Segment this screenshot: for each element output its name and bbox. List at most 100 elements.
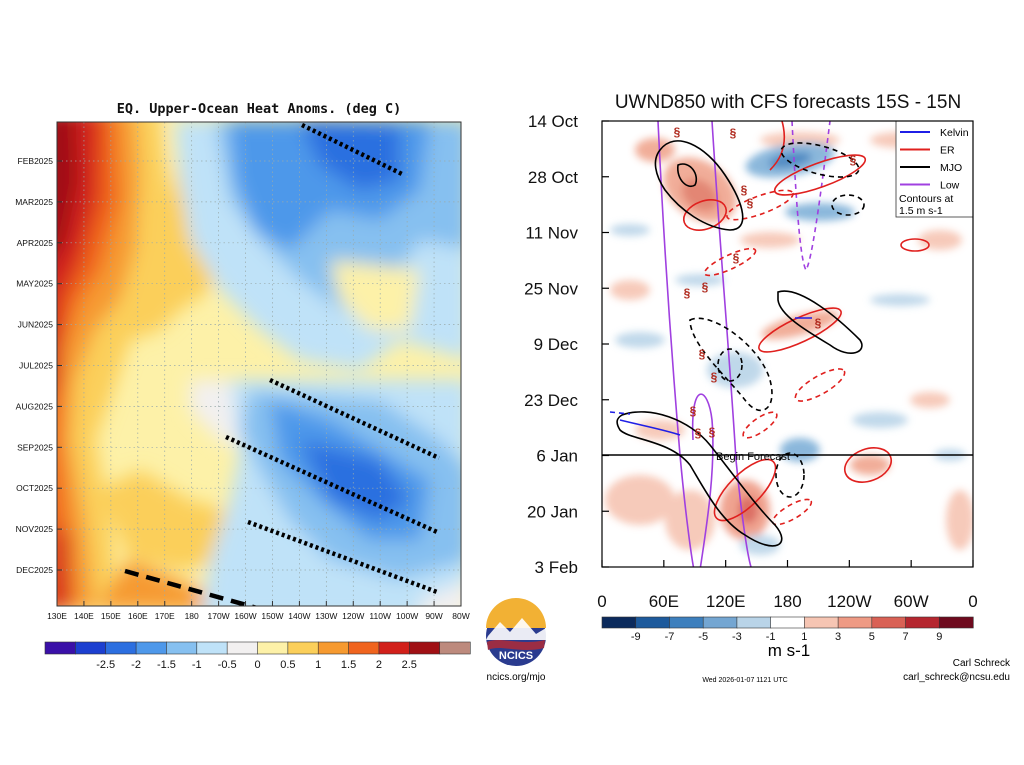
left-y-tick-label: JUN2025 bbox=[18, 320, 54, 330]
er-dashed-contour bbox=[703, 247, 757, 277]
er-contour bbox=[758, 307, 842, 353]
right-colorbar-swatch bbox=[905, 616, 940, 629]
footer-url[interactable]: ncics.org/mjo bbox=[487, 672, 546, 683]
er-dashed-contour bbox=[726, 189, 794, 221]
kelvin-wave-lines bbox=[124, 122, 440, 606]
right-colorbar-swatch bbox=[601, 616, 637, 629]
left-colorbar-label: -2.5 bbox=[96, 659, 115, 671]
right-colorbar-swatch bbox=[804, 616, 839, 629]
left-x-tick-label: 140W bbox=[288, 611, 310, 621]
cyclone-icon: § bbox=[850, 153, 857, 167]
right-colorbar-label: -7 bbox=[665, 631, 675, 643]
legend-label-low: Low bbox=[940, 180, 960, 192]
left-colorbar-swatch bbox=[196, 641, 228, 655]
left-colorbar-label: 0 bbox=[254, 659, 260, 671]
cyclone-icon: § bbox=[711, 370, 718, 384]
right-x-axis: 0 60E 120E 180 120W 60W 0 bbox=[597, 560, 978, 611]
left-x-axis: 130E 140E 150E 160E 170E 180 170W 160W 150W 140W 1… bbox=[47, 601, 470, 621]
right-colorbar-label: 5 bbox=[869, 631, 875, 643]
left-colorbar-swatch bbox=[378, 641, 410, 655]
left-colorbar-swatch bbox=[135, 641, 168, 655]
left-y-tick-label: AUG2025 bbox=[16, 401, 54, 411]
dotted-line-3 bbox=[225, 434, 438, 535]
tropical-cyclone-symbols: § §§§§§§§§§§§ §§ bbox=[674, 125, 857, 440]
cyclone-icon: § bbox=[733, 251, 740, 265]
left-y-axis: FEB2025 MAR2025 APR2025 MAY2025 JUN2025 JUL20… bbox=[15, 156, 62, 575]
footer-timestamp: Wed 2026-01-07 1121 UTC bbox=[702, 677, 787, 684]
mjo-dashed-contour bbox=[717, 348, 743, 382]
right-colorbar-swatch bbox=[635, 616, 671, 629]
right-colorbar-label: -1 bbox=[766, 631, 776, 643]
right-x-tick-label: 0 bbox=[968, 592, 977, 611]
right-colorbar-swatch bbox=[770, 616, 805, 629]
right-chart-title: UWND850 with CFS forecasts 15S - 15N bbox=[615, 92, 961, 113]
right-x-tick-label: 60W bbox=[894, 592, 929, 611]
right-wind-field: § §§§§§§§§§§§ §§ Begin Forecast KelvinERMJ… bbox=[602, 121, 973, 567]
kelvin-contour bbox=[619, 419, 681, 436]
mjo-contour-3 bbox=[616, 411, 783, 547]
right-y-tick-label: 20 Jan bbox=[527, 502, 578, 521]
er-contour bbox=[900, 238, 930, 252]
left-y-tick-label: DEC2025 bbox=[16, 565, 53, 575]
right-x-tick-label: 180 bbox=[773, 592, 801, 611]
left-y-tick-label: MAR2025 bbox=[15, 197, 53, 207]
kelvin-contours bbox=[609, 317, 812, 436]
right-x-tick-label: 60E bbox=[649, 592, 679, 611]
left-x-tick-label: 180 bbox=[185, 611, 199, 621]
logo-text: NCICS bbox=[499, 650, 533, 662]
low-line-2 bbox=[711, 121, 752, 567]
mjo-contour-4 bbox=[677, 163, 697, 187]
mjo-contour-1 bbox=[654, 140, 744, 231]
low-contours bbox=[657, 121, 831, 567]
mjo-dashed-contour bbox=[831, 194, 865, 216]
footer-email[interactable]: carl_schreck@ncsu.edu bbox=[903, 672, 1010, 683]
left-y-tick-label: NOV2025 bbox=[16, 524, 54, 534]
legend-label-mjo: MJO bbox=[940, 162, 962, 174]
right-colorbar-label: 3 bbox=[835, 631, 841, 643]
left-y-tick-label: OCT2025 bbox=[16, 483, 53, 493]
right-colorbar: -9 -7 -5 -3 -1 1 3 5 7 9 bbox=[601, 616, 974, 643]
left-colorbar-label: 1 bbox=[315, 659, 321, 671]
right-x-tick-label: 120E bbox=[706, 592, 746, 611]
left-plot-frame bbox=[56, 121, 462, 607]
left-colorbar-swatch bbox=[257, 641, 289, 655]
right-y-tick-label: 25 Nov bbox=[524, 279, 578, 298]
right-colorbar-label: -3 bbox=[732, 631, 742, 643]
left-chart-title: EQ. Upper-Ocean Heat Anoms. (deg C) bbox=[117, 101, 401, 117]
cyclone-icon: § bbox=[699, 347, 706, 361]
left-x-tick-label: 150W bbox=[261, 611, 283, 621]
cyclone-icon: § bbox=[815, 316, 822, 330]
right-colorbar-swatch bbox=[837, 616, 873, 629]
right-colorbar-swatch bbox=[938, 616, 974, 629]
left-colorbar-label: -2 bbox=[131, 659, 141, 671]
left-y-tick-label: MAY2025 bbox=[16, 279, 53, 289]
legend-note-line2: 1.5 m s-1 bbox=[899, 205, 943, 217]
ocean-heat-hovmoller: EQ. Upper-Ocean Heat Anoms. (deg C) bbox=[15, 101, 471, 671]
left-colorbar-swatch bbox=[287, 641, 319, 655]
right-colorbar-label: -9 bbox=[631, 631, 641, 643]
footer-author: Carl Schreck bbox=[953, 658, 1011, 669]
legend-label-kelvin: Kelvin bbox=[940, 127, 969, 139]
er-contour bbox=[843, 447, 893, 483]
cyclone-icon: § bbox=[674, 125, 681, 139]
left-y-tick-label: FEB2025 bbox=[18, 156, 54, 166]
legend-note-line1: Contours at bbox=[899, 193, 953, 205]
right-colorbar-label: 9 bbox=[936, 631, 942, 643]
left-x-tick-label: 150E bbox=[101, 611, 121, 621]
right-y-tick-label: 11 Nov bbox=[525, 224, 578, 243]
left-x-tick-label: 140E bbox=[74, 611, 94, 621]
mjo-dashed-contour bbox=[775, 452, 805, 498]
kelvin-dashed bbox=[609, 411, 631, 415]
er-contour bbox=[773, 154, 867, 196]
left-colorbar-swatch bbox=[439, 641, 471, 655]
legend-label-er: ER bbox=[940, 145, 955, 157]
left-x-tick-label: 80W bbox=[452, 611, 469, 621]
right-y-tick-label: 9 Dec bbox=[534, 335, 579, 354]
right-colorbar-swatch bbox=[669, 616, 704, 629]
cyclone-icon: § bbox=[690, 404, 697, 418]
cyclone-icon: § bbox=[695, 426, 702, 440]
dashed-line bbox=[124, 568, 258, 606]
left-colorbar-label: -1 bbox=[192, 659, 202, 671]
right-y-tick-label: 28 Oct bbox=[528, 168, 578, 187]
right-colorbar-swatch bbox=[702, 616, 738, 629]
